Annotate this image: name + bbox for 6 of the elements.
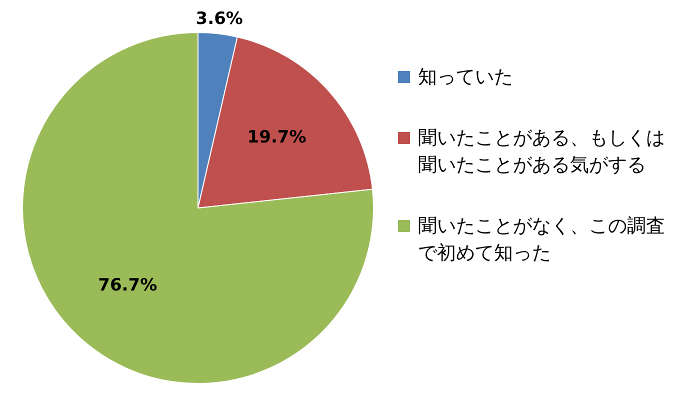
legend-label: 知っていた [418,65,513,90]
legend-label: 聞いたことがなく、この調査で初めて知った [418,214,666,266]
legend-label: 聞いたことがある、もしくは聞いたことがある気がする [418,126,666,178]
data-label: 76.7% [98,276,158,296]
data-label: 3.6% [196,9,243,30]
data-label: 19.7% [247,128,306,148]
